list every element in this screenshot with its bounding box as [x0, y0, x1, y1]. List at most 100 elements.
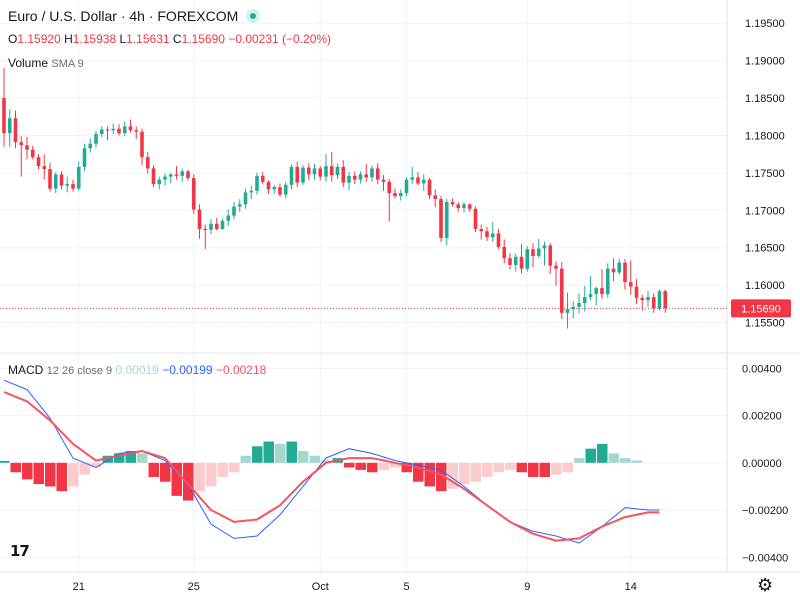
candle-body [191, 178, 196, 210]
candle-body [13, 118, 18, 143]
candle-body [554, 265, 558, 269]
price-tick-label: 1.18000 [745, 130, 785, 142]
candle-body [370, 168, 374, 178]
candle-body [456, 204, 461, 209]
candle-body [444, 202, 449, 238]
candle-body [577, 303, 581, 307]
macd-histogram-bar [608, 453, 619, 463]
candle-body [111, 128, 116, 131]
candle-body [272, 187, 277, 190]
price-tick-label: 1.16000 [745, 280, 785, 292]
macd-histogram-bar [33, 462, 44, 485]
macd-histogram-bar [562, 462, 573, 473]
price-tick-label: 1.17500 [745, 168, 785, 180]
candle-body [283, 184, 288, 195]
candle-body [151, 168, 156, 185]
macd-histogram-bar [585, 448, 596, 463]
candle-body [312, 168, 317, 175]
candle-body [416, 177, 420, 184]
price-tick-label: 1.17000 [745, 205, 785, 217]
macd-histogram-bar [45, 462, 56, 487]
macd-tick-label: 0.00000 [742, 458, 782, 470]
macd-histogram-bar [286, 441, 297, 463]
candle-body [237, 204, 242, 207]
macd-histogram-bar [275, 443, 286, 463]
macd-histogram-bar [10, 462, 21, 473]
macd-histogram-bar [620, 458, 631, 463]
candle-body [134, 130, 139, 132]
macd-histogram-bar [114, 453, 125, 463]
macd-histogram-bar [597, 443, 608, 463]
macd-tick-label: −0.00200 [742, 505, 788, 517]
candle-body [410, 177, 415, 180]
open-value: 1.15920 [17, 32, 61, 46]
candle-body [48, 169, 52, 189]
candle-body [94, 133, 98, 144]
candle-body [375, 168, 380, 180]
macd-legend[interactable]: MACD 12 26 close 9 0.00019 −0.00199 −0.0… [8, 362, 266, 379]
candle-body [513, 256, 518, 265]
candle-body [634, 286, 639, 298]
candle-body [324, 166, 328, 177]
macd-histogram-bar [171, 462, 182, 496]
macd-histogram-bar [631, 460, 642, 463]
volume-legend[interactable]: Volume SMA 9 [8, 55, 84, 72]
macd-signal-value: −0.00218 [215, 363, 267, 377]
candle-body [59, 174, 64, 186]
candle-body [335, 166, 340, 176]
candle-body [226, 215, 231, 221]
candle-body [76, 166, 81, 189]
candle-body [19, 142, 24, 146]
symbol-title[interactable]: Euro / U.S. Dollar · 4h · FOREXCOM [8, 7, 261, 25]
macd-histogram-bar [367, 462, 378, 473]
candle-body [605, 268, 610, 295]
candle-body [255, 175, 259, 191]
candle-body [163, 176, 167, 180]
candle-body [657, 291, 662, 309]
volume-sma-label: SMA 9 [51, 58, 84, 70]
low-label: L [119, 32, 127, 46]
close-label: C [172, 32, 182, 46]
candle-body [186, 171, 190, 179]
candle-body [381, 179, 386, 182]
candle-body [82, 148, 87, 167]
last-price-label: 1.15690 [741, 303, 781, 315]
macd-histogram-bar [551, 462, 562, 475]
candle-body [157, 179, 162, 185]
macd-line-value: −0.00199 [162, 363, 213, 377]
macd-histogram-bar [378, 462, 389, 470]
gear-icon[interactable]: ⚙ [757, 575, 774, 595]
macd-histogram-bar [390, 462, 401, 468]
macd-histogram-bar [355, 462, 366, 470]
macd-histogram-bar [252, 446, 263, 463]
candle-body [197, 209, 202, 230]
tradingview-logo[interactable]: 17 [10, 542, 30, 560]
candle-body [387, 181, 392, 194]
high-value: 1.15938 [72, 32, 117, 46]
macd-histogram-bar [482, 462, 493, 477]
macd-histogram-bar [470, 462, 481, 482]
candle-body [128, 126, 133, 131]
candle-body [433, 195, 438, 200]
candle-body [640, 297, 645, 301]
macd-hist-value: 0.00019 [115, 363, 159, 377]
macd-histogram-bar [528, 462, 539, 477]
candle-body [542, 245, 547, 249]
candle-body [398, 193, 403, 197]
candle-body [203, 229, 208, 231]
macd-histogram-bar [240, 455, 251, 463]
macd-histogram-bar [344, 462, 355, 468]
macd-histogram-bar [516, 462, 527, 473]
price-tick-label: 1.15500 [745, 318, 785, 330]
macd-histogram-bar [56, 462, 67, 492]
macd-histogram-bar [505, 462, 516, 470]
macd-histogram-bar [217, 462, 228, 477]
candle-body [646, 297, 650, 301]
candle-body [600, 288, 604, 295]
candle-body [71, 184, 75, 189]
macd-histogram-bar [148, 462, 159, 477]
macd-histogram-bar [298, 451, 309, 463]
market-status-icon [246, 9, 261, 23]
candle-body [301, 167, 305, 183]
